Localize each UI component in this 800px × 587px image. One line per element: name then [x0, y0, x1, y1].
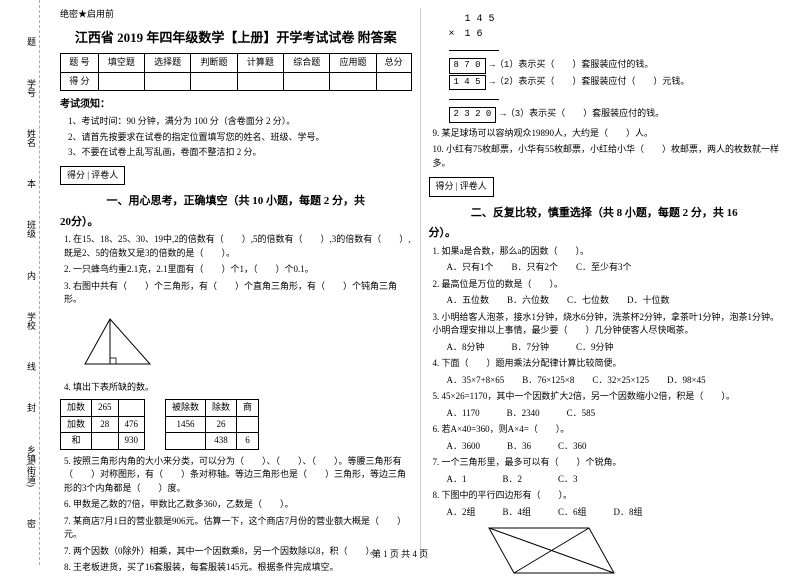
options: A．2组 B．4组 C．6组 D．8组	[429, 506, 781, 520]
question: 6. 甲数是乙数的7倍，甲数比乙数多360，乙数是（ ）。	[60, 498, 412, 512]
question: 3. 小明给客人泡茶，接水1分钟，烧水6分钟，洗茶杯2分钟，拿茶叶1分钟，泡茶1…	[429, 311, 781, 338]
question: 4. 填出下表所缺的数。	[60, 381, 412, 395]
options: A．3600 B．36 C．360	[429, 440, 781, 454]
side-mark: 题	[24, 37, 38, 46]
question: 1. 在15、18、25、30、19中,2的倍数有（ ）,5的倍数有（ ）,3的…	[60, 233, 412, 260]
td	[376, 72, 411, 91]
section-two-sub: 分）。	[429, 225, 781, 242]
options: A．1170 B．2340 C．585	[429, 407, 781, 421]
side-mark: 本	[24, 179, 38, 188]
side-mark: 封	[24, 403, 38, 412]
options: A．1 B．2 C．3	[429, 473, 781, 487]
side-mark: 密	[24, 519, 38, 528]
page-footer: 第 1 页 共 4 页	[0, 548, 800, 562]
question: 5. 按照三角形内角的大小来分类，可以分为（ ）、（ ）、（ ）。等腰三角形有（…	[60, 455, 412, 496]
notice-item: 3、不要在试卷上乱写乱画，卷面不整洁扣 2 分。	[60, 146, 412, 160]
th: 填空题	[98, 54, 144, 73]
question: 10. 小红有75枚邮票，小华有55枚邮票，小红给小华（ ）枚邮票，两人的枚数就…	[429, 143, 781, 170]
td	[145, 72, 191, 91]
options: A．35×7+8×65 B．76×125×8 C．32×25×125 D．98×…	[429, 374, 781, 388]
addition-table: 加数265 加数28476 和930	[60, 399, 145, 450]
td	[237, 72, 283, 91]
side-label: 乡镇(街道)	[24, 445, 38, 487]
score-table: 题 号 填空题 选择题 判断题 计算题 综合题 应用题 总分 得 分	[60, 53, 412, 91]
left-column: 绝密★启用前 江西省 2019 年四年级数学【上册】开学考试试卷 附答案 题 号…	[52, 8, 421, 557]
question: 7. 一个三角形里，最多可以有（ ）个锐角。	[429, 456, 781, 470]
th: 综合题	[284, 54, 330, 73]
th: 选择题	[145, 54, 191, 73]
right-column: 1 4 5 × 1 6 8 7 0→（1）表示买（ ）套服装应付的钱。 1 4 …	[421, 8, 789, 557]
section-one-title: 一、用心思考，正确填空（共 10 小题，每题 2 分，共	[60, 193, 412, 210]
options: A．五位数 B．六位数 C．七位数 D．十位数	[429, 294, 781, 308]
secret-label: 绝密★启用前	[60, 8, 412, 22]
th: 总分	[376, 54, 411, 73]
question: 8. 王老板进货，买了16套服装，每套服装145元。根据条件完成填空。	[60, 561, 412, 575]
side-label: 学号	[24, 79, 38, 97]
score-box: 得分 | 评卷人	[60, 166, 125, 186]
question: 1. 如果a是合数，那么a的因数（ ）。	[429, 245, 781, 259]
options: A．8分钟 B．7分钟 C．9分钟	[429, 341, 781, 355]
td	[191, 72, 237, 91]
side-mark: 线	[24, 362, 38, 371]
question: 2. 最高位是万位的数是（ ）。	[429, 278, 781, 292]
section-one-sub: 20分）。	[60, 214, 412, 231]
question: 7. 某商店7月1日的营业额是906元。估算一下，这个商店7月份的营业额大概是（…	[60, 515, 412, 542]
question: 4. 下面（ ）题用乘法分配律计算比较简便。	[429, 357, 781, 371]
question: 6. 若A×40=360，则A×4=（ ）。	[429, 423, 781, 437]
multiplication-work: 1 4 5 × 1 6 8 7 0→（1）表示买（ ）套服装应付的钱。 1 4 …	[449, 12, 781, 123]
td	[330, 72, 376, 91]
side-label: 班级	[24, 220, 38, 238]
score-box: 得分 | 评卷人	[429, 177, 494, 197]
notice-title: 考试须知：	[60, 97, 412, 112]
triangle-diagram	[80, 314, 160, 369]
options: A．只有1个 B．只有2个 C．至少有3个	[429, 261, 781, 275]
question: 3. 右图中共有（ ）个三角形，有（ ）个直角三角形，有（ ）个钝角三角形。	[60, 280, 412, 307]
section-two-title: 二、反复比较，慎重选择（共 8 小题，每题 2 分，共 16	[429, 205, 781, 222]
notice-item: 2、请首先按要求在试卷的指定位置填写您的姓名、班级、学号。	[60, 131, 412, 145]
exam-title: 江西省 2019 年四年级数学【上册】开学考试试卷 附答案	[60, 28, 412, 48]
division-table: 被除数除数商 145626 4386	[165, 399, 259, 450]
th: 应用题	[330, 54, 376, 73]
question: 8. 下图中的平行四边形有（ ）。	[429, 489, 781, 503]
td	[284, 72, 330, 91]
question: 2. 一只蜂鸟约重2.1克，2.1里面有（ ）个1，（ ）个0.1。	[60, 263, 412, 277]
notice-item: 1、考试时间：90 分钟，满分为 100 分（含卷面分 2 分）。	[60, 115, 412, 129]
question: 9. 某足球场可以容纳观众19890人，大约是（ ）人。	[429, 127, 781, 141]
th: 判断题	[191, 54, 237, 73]
th: 题 号	[61, 54, 99, 73]
binding-margin: 题 学号 姓名 本 班级 内 学校 线 封 乡镇(街道) 密	[0, 0, 40, 565]
th: 计算题	[237, 54, 283, 73]
main-content: 绝密★启用前 江西省 2019 年四年级数学【上册】开学考试试卷 附答案 题 号…	[40, 0, 800, 565]
side-label: 姓名	[24, 129, 38, 147]
td	[98, 72, 144, 91]
td: 得 分	[61, 72, 99, 91]
question: 5. 45×26=1170，其中一个因数扩大2倍，另一个因数缩小2倍，积是（ ）…	[429, 390, 781, 404]
side-label: 学校	[24, 312, 38, 330]
side-mark: 内	[24, 271, 38, 280]
